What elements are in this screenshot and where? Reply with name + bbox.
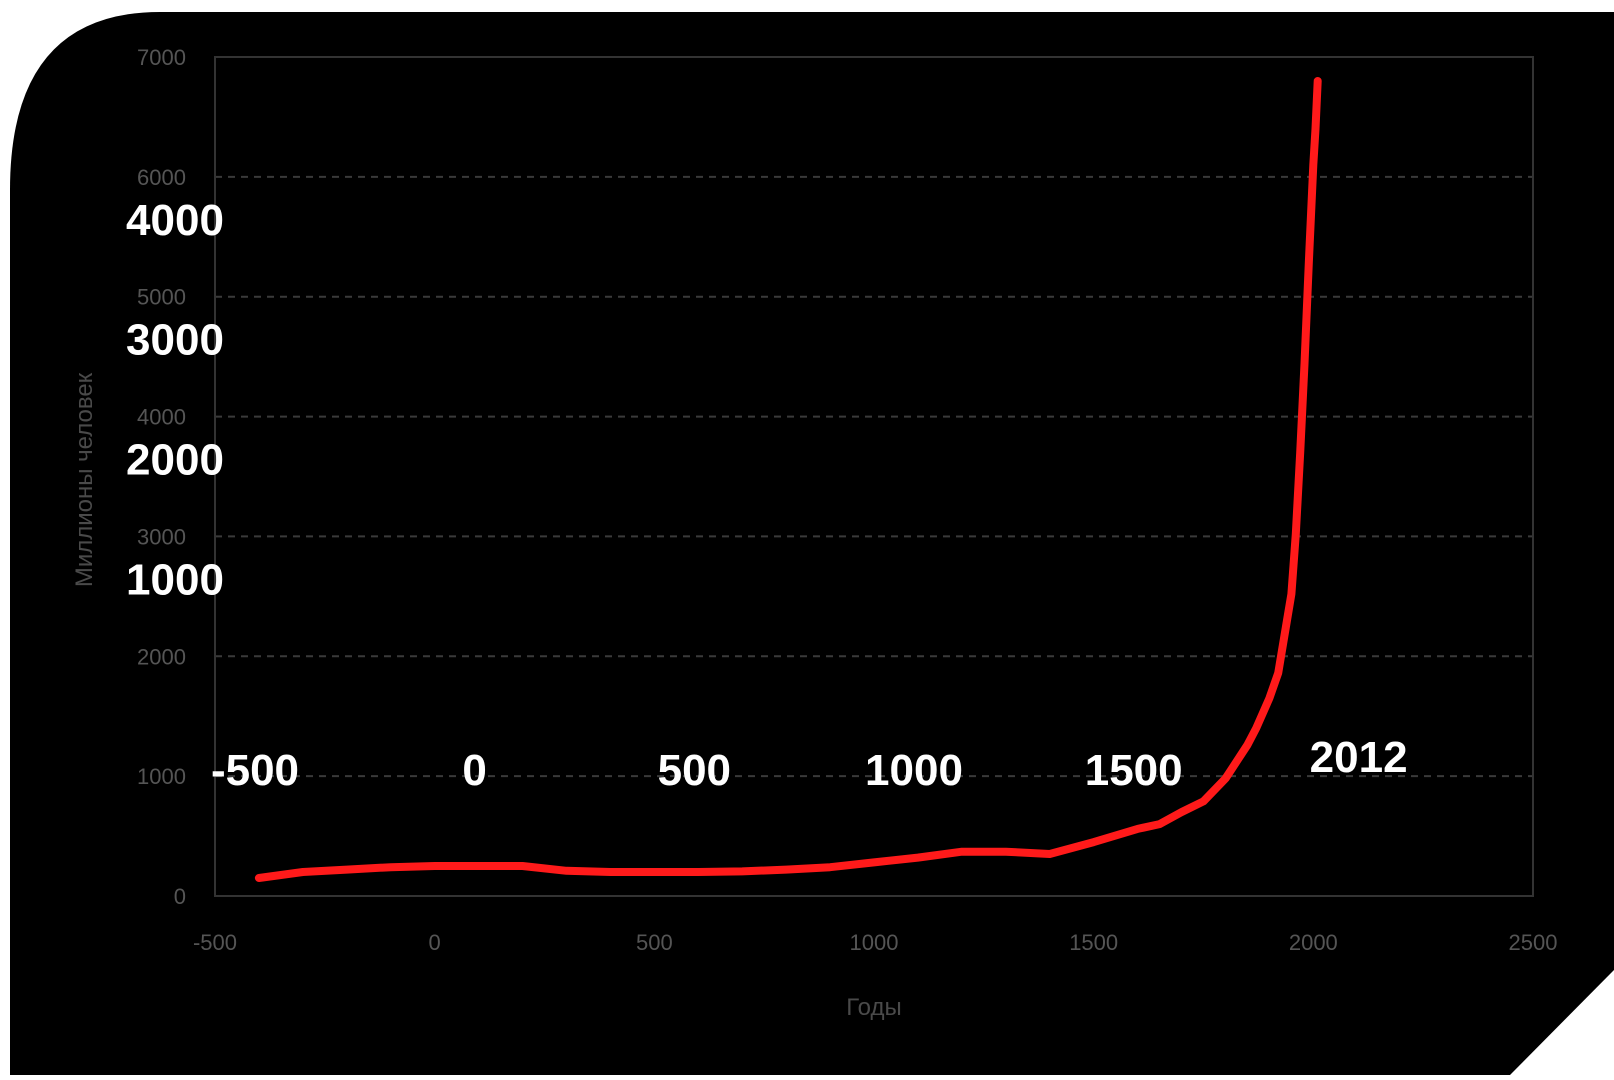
y-tick-label: 1000 <box>137 764 186 789</box>
y-axis-title: Миллионы человек <box>71 372 98 587</box>
x-tick-label: 2500 <box>1509 930 1558 955</box>
x-axis-title: Годы <box>846 994 901 1021</box>
y-tick-label: 5000 <box>137 285 186 310</box>
overlay-y-label: 4000 <box>126 196 224 245</box>
x-tick-label: 0 <box>429 930 441 955</box>
overlay-x-label: 1000 <box>865 746 963 795</box>
overlay-x-label: -500 <box>211 746 299 795</box>
y-tick-label: 0 <box>174 884 186 909</box>
plot-area-frame <box>214 56 1534 897</box>
x-axis-ticks: -500 0 500 1000 1500 2000 2500 <box>193 930 1558 955</box>
overlay-x-label: 0 <box>462 746 486 795</box>
y-tick-label: 4000 <box>137 405 186 430</box>
x-tick-label: -500 <box>193 930 237 955</box>
y-tick-label: 7000 <box>137 45 186 70</box>
overlay-x-label: 500 <box>658 746 731 795</box>
chart-panel <box>10 12 1614 1075</box>
population-series-line <box>254 77 1322 882</box>
y-axis-ticks: 0 1000 2000 3000 4000 5000 6000 7000 <box>137 45 186 909</box>
x-tick-label: 500 <box>636 930 673 955</box>
x-tick-label: 2000 <box>1289 930 1338 955</box>
overlay-x-label: 2012 <box>1310 733 1408 782</box>
y-tick-label: 2000 <box>137 644 186 669</box>
overlay-labels: 4000 3000 2000 1000 -500 0 500 1000 1500 2012 <box>126 196 1407 795</box>
y-tick-label: 6000 <box>137 165 186 190</box>
y-tick-label: 3000 <box>137 524 186 549</box>
overlay-y-label: 1000 <box>126 555 224 604</box>
overlay-y-label: 2000 <box>126 436 224 485</box>
x-tick-label: 1000 <box>850 930 899 955</box>
overlay-x-label: 1500 <box>1085 746 1183 795</box>
overlay-y-label: 3000 <box>126 316 224 365</box>
x-tick-label: 1500 <box>1069 930 1118 955</box>
